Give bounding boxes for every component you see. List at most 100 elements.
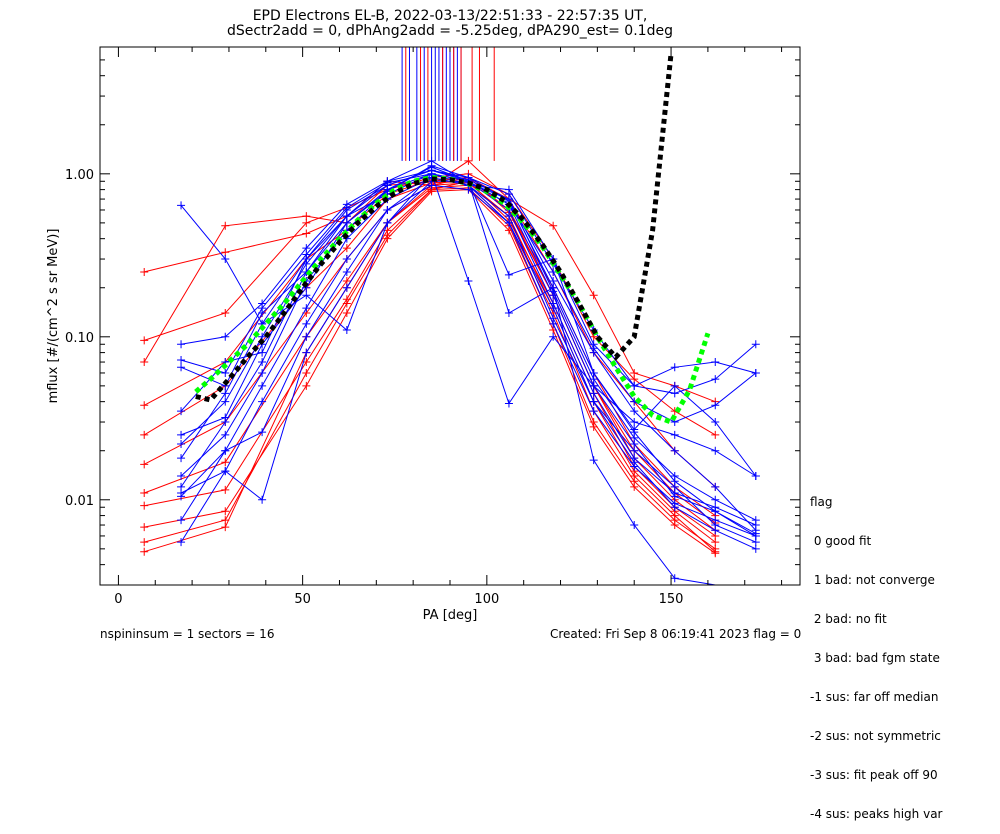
legend-entry: -1 sus: far off median (810, 690, 939, 704)
red-data-point (140, 538, 149, 547)
y-axis-label: mflux [#/(cm^2 s sr MeV)] (46, 229, 61, 404)
blue-data-point (464, 276, 473, 285)
blue-data-point (504, 218, 513, 227)
chart-title: EPD Electrons EL-B, 2022-03-13/22:51:33 … (252, 8, 648, 24)
legend-entry: 0 good fit (810, 534, 872, 548)
blue-data-point (670, 446, 679, 455)
blue-data-point (302, 304, 311, 313)
blue-data-point (177, 356, 186, 365)
blue-data-point (177, 340, 186, 349)
x-tick-label: 50 (294, 592, 311, 607)
blue-data-point (711, 401, 720, 410)
blue-data-point (258, 397, 267, 406)
red-data-point (589, 291, 598, 300)
blue-data-point (711, 358, 720, 367)
blue-data-point (177, 201, 186, 210)
blue-data-point (342, 255, 351, 264)
blue-data-point (221, 255, 230, 264)
red-series-line (144, 189, 716, 554)
blue-data-point (711, 495, 720, 504)
legend-entry: 1 bad: not converge (810, 573, 935, 587)
blue-data-point (589, 407, 598, 416)
red-series-line (143, 182, 716, 543)
blue-data-point (383, 178, 392, 187)
blue-data-point (427, 169, 436, 178)
blue-data-point (177, 363, 186, 372)
blue-data-point (221, 446, 230, 455)
blue-data-point (589, 456, 598, 465)
legend-entry: -3 sus: fit peak off 90 (810, 768, 938, 782)
blue-data-point (342, 283, 351, 292)
blue-data-point (589, 397, 598, 406)
red-data-point (221, 458, 230, 467)
blue-data-point (342, 218, 351, 227)
chart-subtitle: dSectr2add = 0, dPhAng2add = -5.25deg, d… (227, 23, 673, 39)
blue-data-point (383, 218, 392, 227)
footer-left: nspininsum = 1 sectors = 16 (100, 627, 275, 641)
blue-data-point (751, 544, 760, 553)
blue-data-point (549, 332, 558, 341)
red-data-point (140, 401, 149, 410)
blue-data-point (504, 270, 513, 279)
blue-data-point (589, 381, 598, 390)
blue-data-point (670, 363, 679, 372)
blue-data-point (751, 340, 760, 349)
red-data-point (302, 218, 311, 227)
blue-data-point (342, 326, 351, 335)
blue-series-line (180, 169, 757, 521)
blue-data-point (630, 446, 639, 455)
red-data-point (140, 430, 149, 439)
red-data-point (221, 523, 230, 532)
red-data-point (221, 248, 230, 257)
blue-data-point (630, 381, 639, 390)
blue-data-point (670, 389, 679, 398)
blue-data-point (258, 358, 267, 367)
y-tick-label: 0.01 (65, 494, 94, 509)
red-data-point (342, 244, 351, 253)
red-data-point (342, 308, 351, 317)
red-data-point (140, 336, 149, 345)
blue-data-point (258, 304, 267, 313)
blue-data-point (177, 492, 186, 501)
red-data-point (589, 422, 598, 431)
red-data-point (711, 549, 720, 558)
blue-data-point (711, 446, 720, 455)
blue-data-point (751, 471, 760, 480)
red-series-line (144, 187, 716, 550)
legend-entry: 3 bad: bad fgm state (810, 651, 940, 665)
x-tick-label: 150 (659, 592, 684, 607)
blue-data-point (177, 516, 186, 525)
blue-data-point (549, 287, 558, 296)
blue-data-point (589, 344, 598, 353)
red-data-point (221, 221, 230, 230)
blue-data-point (549, 319, 558, 328)
blue-data-point (751, 529, 760, 538)
red-data-point (140, 460, 149, 469)
blue-data-point (258, 348, 267, 357)
legend-entry: -4 sus: peaks high var (810, 807, 943, 821)
blue-data-point (589, 375, 598, 384)
blue-data-point (670, 482, 679, 491)
blue-data-point (221, 430, 230, 439)
red-data-point (302, 229, 311, 238)
blue-data-point (589, 389, 598, 398)
blue-data-point (504, 308, 513, 317)
blue-data-point (670, 430, 679, 439)
blue-data-point (221, 368, 230, 377)
blue-data-point (177, 407, 186, 416)
blue-data-point (258, 495, 267, 504)
blue-data-point (258, 381, 267, 390)
blue-data-point (711, 507, 720, 516)
red-data-point (221, 485, 230, 494)
blue-data-point (302, 319, 311, 328)
blue-data-point (342, 212, 351, 221)
blue-data-point (670, 574, 679, 583)
blue-data-point (630, 418, 639, 427)
x-tick-label: 100 (474, 592, 499, 607)
blue-data-point (302, 259, 311, 268)
blue-data-point (711, 516, 720, 525)
blue-data-point (670, 471, 679, 480)
blue-data-point (630, 521, 639, 530)
blue-data-point (670, 492, 679, 501)
y-tick-label: 0.10 (65, 331, 94, 346)
